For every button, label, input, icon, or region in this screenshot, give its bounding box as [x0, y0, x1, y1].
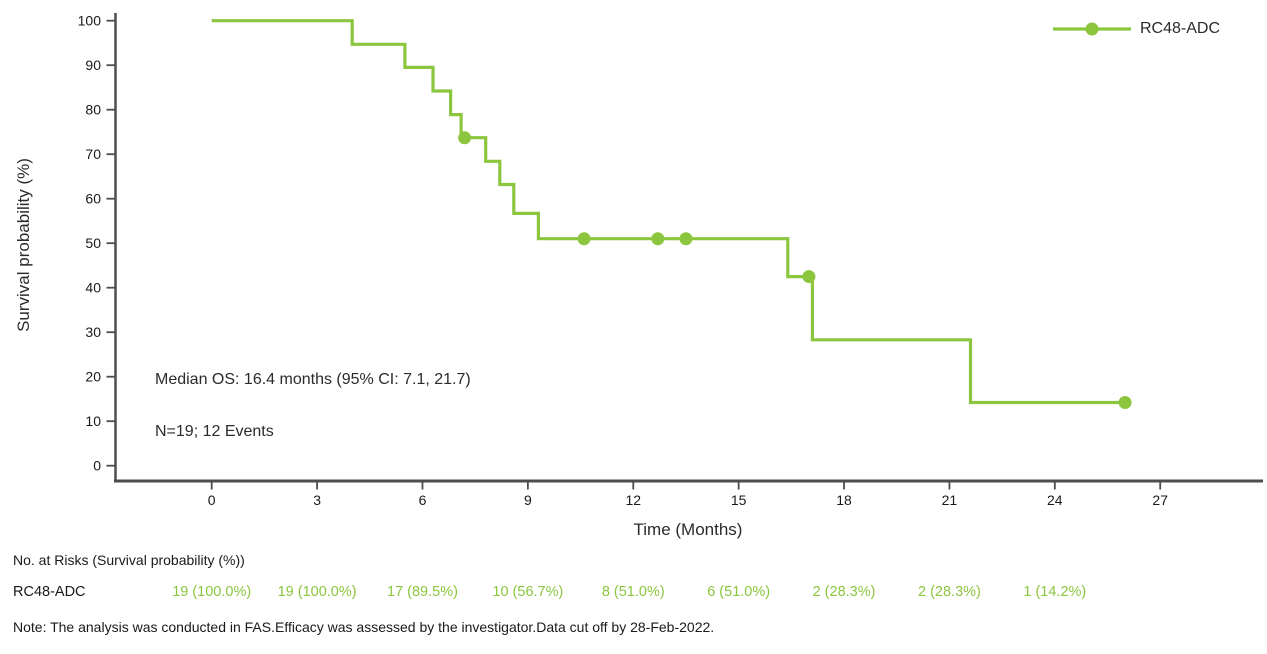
risk-table-row-label: RC48-ADC [13, 584, 86, 600]
x-tick-label: 24 [1047, 492, 1063, 508]
y-tick-label: 40 [85, 280, 101, 296]
x-tick-label: 15 [731, 492, 747, 508]
risk-value: 19 (100.0%) [172, 584, 252, 600]
risk-value: 17 (89.5%) [387, 584, 458, 600]
footnote: Note: The analysis was conducted in FAS.… [13, 619, 715, 635]
censor-marker [679, 232, 693, 246]
y-tick-label: 0 [93, 458, 101, 474]
x-tick-label: 6 [419, 492, 427, 508]
legend-label: RC48-ADC [1140, 20, 1221, 37]
survival-curve [211, 19, 1126, 405]
x-tick-label: 12 [625, 492, 641, 508]
y-tick-label: 30 [85, 324, 101, 340]
median-os-annotation: Median OS: 16.4 months (95% CI: 7.1, 21.… [155, 371, 471, 388]
censor-marker [651, 232, 665, 246]
censor-marker [577, 232, 591, 246]
y-tick-label: 20 [85, 369, 101, 385]
x-tick-label: 21 [942, 492, 958, 508]
risk-value: 2 (28.3%) [917, 584, 981, 600]
censor-marker [1118, 396, 1132, 410]
censor-marker [458, 131, 472, 145]
risk-value: 19 (100.0%) [277, 584, 357, 600]
x-tick-label: 3 [313, 492, 321, 508]
x-tick-label: 18 [836, 492, 852, 508]
x-tick-label: 27 [1152, 492, 1168, 508]
risk-value: 2 (28.3%) [812, 584, 876, 600]
risk-table-header: No. at Risks (Survival probability (%)) [13, 552, 245, 568]
n-events-annotation: N=19; 12 Events [155, 423, 274, 440]
risk-value: 8 (51.0%) [601, 584, 665, 600]
y-axis-title: Survival probability (%) [14, 158, 33, 332]
y-tick-label: 60 [85, 191, 101, 207]
risk-value: 6 (51.0%) [707, 584, 771, 600]
risk-value: 1 (14.2%) [1023, 584, 1087, 600]
x-axis-title: Time (Months) [633, 520, 743, 539]
censor-marker [802, 270, 816, 284]
x-tick-label: 0 [208, 492, 216, 508]
legend-dot [1085, 22, 1099, 36]
y-tick-label: 70 [85, 146, 101, 162]
y-tick-label: 50 [85, 235, 101, 251]
y-tick-label: 90 [85, 57, 101, 73]
x-tick-label: 9 [524, 492, 532, 508]
risk-value: 10 (56.7%) [492, 584, 564, 600]
y-tick-label: 100 [78, 13, 102, 29]
y-tick-label: 10 [85, 413, 101, 429]
y-tick-label: 80 [85, 102, 101, 118]
